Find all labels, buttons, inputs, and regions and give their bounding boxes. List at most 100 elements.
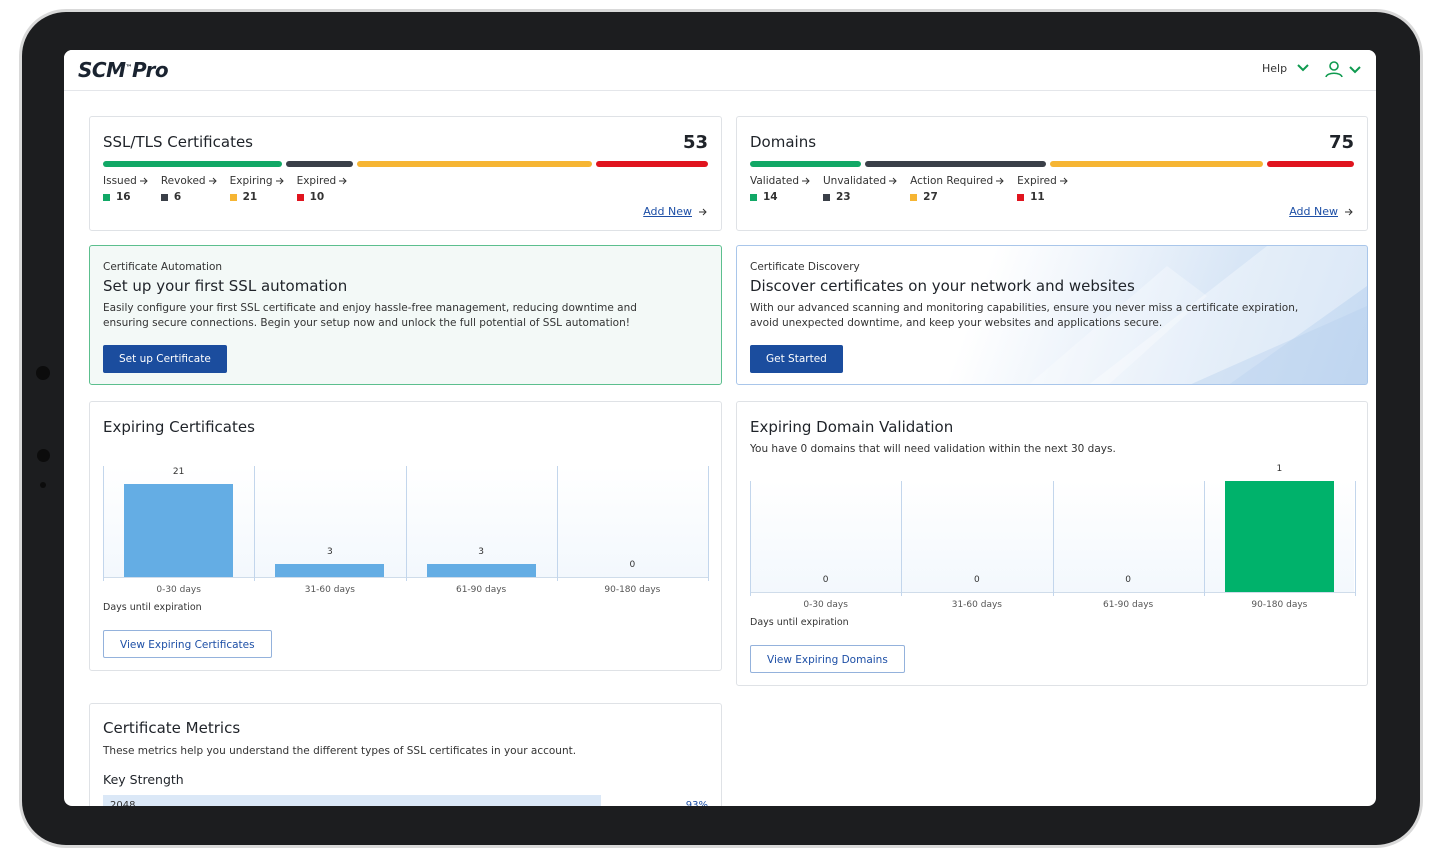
automation-card: Certificate Automation Set up your first…: [89, 245, 722, 385]
total-count: 53: [682, 132, 708, 153]
x-tick-label: 0-30 days: [156, 585, 201, 595]
card-body: With our advanced scanning and monitorin…: [750, 302, 1299, 329]
view-button[interactable]: View Expiring Certificates: [103, 630, 272, 658]
status-segment: [864, 161, 1047, 167]
arrow-icon: [996, 177, 1004, 185]
total-count: 75: [1328, 132, 1354, 153]
legend-count: 14: [763, 191, 778, 203]
legend-label: Expired: [1017, 175, 1057, 187]
legend-count-row: 27: [910, 191, 1005, 203]
card-subtitle: You have 0 domains that will need valida…: [750, 443, 1116, 455]
legend-label-row: Unvalidated: [823, 175, 898, 187]
status-segment: [750, 161, 861, 167]
legend-label-row: Action Required: [910, 175, 1005, 187]
legend-item[interactable]: Unvalidated 23: [822, 175, 898, 203]
sensor: [37, 449, 50, 462]
card-title: Certificate Metrics: [103, 719, 241, 737]
expiring-certificates-card: Expiring Certificates 21 0-30 days 3 31-60 …: [89, 401, 722, 671]
value-label: 0: [974, 575, 980, 585]
legend-count: 16: [116, 191, 131, 203]
band-divider: [708, 466, 709, 581]
x-tick-label: 0-30 days: [803, 600, 848, 610]
legend-label-row: Revoked: [161, 175, 218, 187]
help-label: Help: [1262, 62, 1288, 75]
add-new-link[interactable]: Add New: [643, 205, 708, 218]
add-new-label: Add New: [643, 205, 692, 218]
sensor: [40, 482, 46, 488]
bar: [124, 484, 234, 577]
legend-label: Expiring: [229, 175, 273, 187]
legend-label: Revoked: [160, 175, 206, 187]
legend-item[interactable]: Validated 14: [750, 175, 811, 203]
status-legend: Issued 16 Revoked 6 Expiring 21 Expired 10: [103, 175, 348, 203]
card-description: These metrics help you understand the di…: [103, 745, 577, 757]
view-button[interactable]: View Expiring Domains: [750, 645, 905, 673]
legend-count-row: 21: [229, 191, 285, 203]
band-divider: [405, 466, 407, 581]
user-menu[interactable]: [1324, 59, 1364, 81]
status-segment: [357, 161, 593, 167]
legend-count: 11: [1030, 191, 1045, 203]
legend-swatch: [229, 193, 237, 201]
value-label: 0: [629, 560, 636, 570]
status-segment: [1267, 161, 1354, 167]
legend-item[interactable]: Expired 10: [296, 175, 349, 203]
x-tick-label: 61-90 days: [1102, 600, 1154, 610]
arrow-icon: [139, 177, 148, 185]
setup-button[interactable]: Set up Certificate: [103, 345, 227, 373]
band-divider: [750, 481, 751, 596]
status-legend: Validated 14 Unvalidated 23 Action Required 2…: [750, 175, 1069, 203]
chevron: [1296, 64, 1309, 72]
status-segment: [286, 161, 354, 167]
arrow-icon: [208, 177, 217, 185]
legend-label-row: Expired: [297, 175, 349, 187]
legend-item[interactable]: Expired 11: [1017, 175, 1069, 203]
legend-count: 21: [242, 191, 258, 203]
x-tick-label: 90-180 days: [604, 585, 661, 595]
legend-item[interactable]: Expiring 21: [229, 175, 285, 203]
metrics-card: Certificate Metrics These metrics help y…: [89, 703, 722, 806]
card-title: Expiring Certificates: [103, 418, 255, 436]
value-label: 0: [1125, 575, 1131, 585]
band-divider: [556, 466, 558, 581]
legend-count-row: 14: [750, 191, 811, 203]
band-divider: [901, 481, 903, 596]
legend-item[interactable]: Action Required 27: [910, 175, 1005, 203]
help-menu[interactable]: Help: [1262, 62, 1309, 75]
add-new-link[interactable]: Add New: [1289, 205, 1354, 218]
legend-label-row: Issued: [103, 175, 149, 187]
x-tick-label: 31-60 days: [304, 585, 355, 595]
card-heading: Set up your first SSL automation: [103, 277, 348, 295]
legend-item[interactable]: Revoked 6: [160, 175, 218, 203]
arrow-icon: [275, 177, 284, 185]
legend-count-row: 10: [296, 191, 349, 203]
x-axis-label: Days until expiration: [750, 617, 849, 628]
bar: [426, 563, 536, 577]
band-divider: [1052, 481, 1054, 596]
logo[interactable]: SCM™Pro: [78, 58, 169, 82]
add-new-label: Add New: [1289, 205, 1338, 218]
card-body: Easily configure your first SSL certific…: [103, 302, 637, 329]
arrow-icon: [801, 177, 810, 185]
status-bar: [103, 161, 708, 167]
metric-value: 93%: [685, 800, 708, 806]
legend-item[interactable]: Issued 16: [103, 175, 149, 203]
legend-swatch: [103, 193, 110, 201]
legend-count: 10: [309, 191, 325, 203]
get-started-button[interactable]: Get Started: [750, 345, 843, 373]
card-label: Certificate Discovery: [750, 261, 860, 273]
legend-swatch: [160, 193, 168, 201]
x-axis-label: Days until expiration: [103, 602, 202, 613]
decoration: [1029, 246, 1367, 384]
domains-card: Domains 75 Validated 14 Unvalidated 23 Action …: [736, 116, 1368, 231]
ssl-card: SSL/TLS Certificates 53 Issued 16 Revoked 6 Ex…: [89, 116, 722, 231]
value-label: 1: [1276, 464, 1283, 474]
card-heading: Discover certificates on your network an…: [750, 277, 1135, 295]
chart: 0 0-30 days 0 31-60 days 0 61-90 days 1 90-180 …: [750, 464, 1356, 610]
x-tick-label: 31-60 days: [951, 600, 1002, 610]
status-segment: [596, 161, 708, 167]
legend-count-row: 16: [103, 191, 149, 203]
legend-swatch: [910, 193, 918, 201]
discovery-card: Certificate Discovery Discover certifica…: [736, 245, 1368, 385]
